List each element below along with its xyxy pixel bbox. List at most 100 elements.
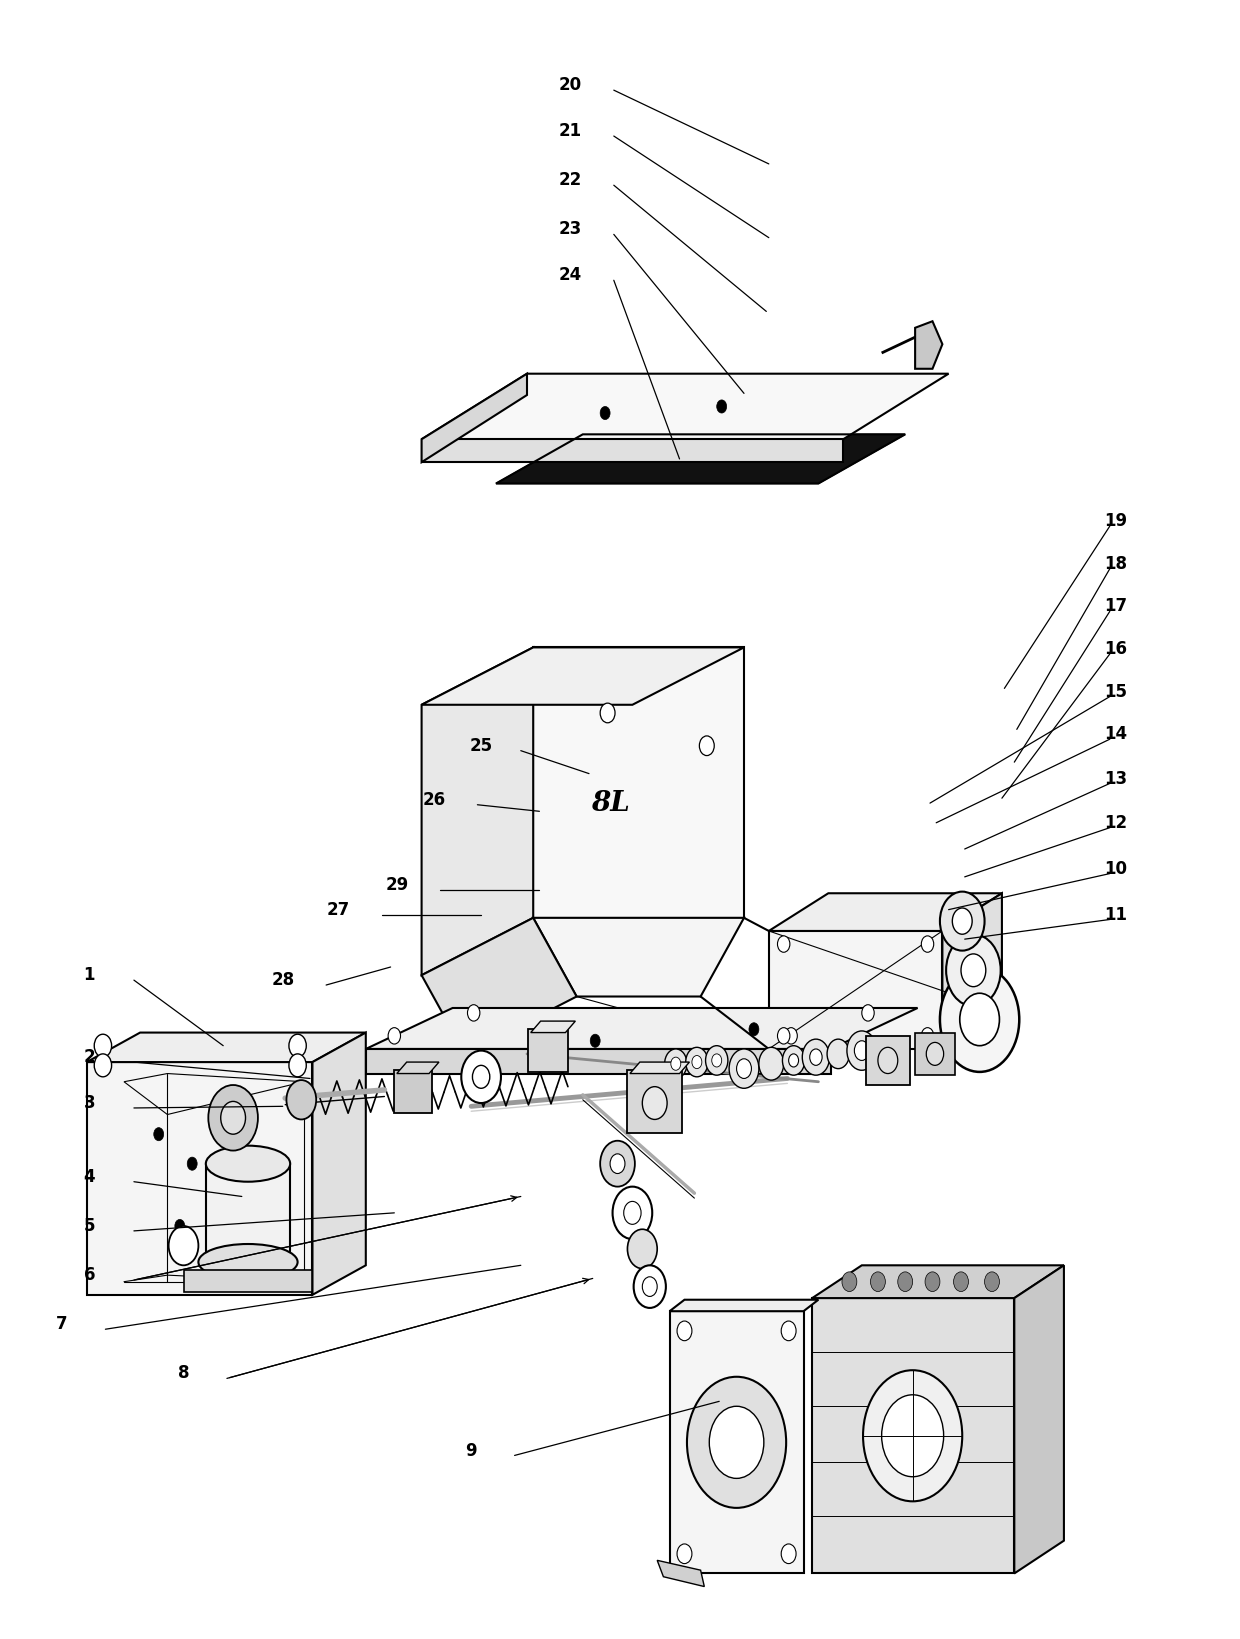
Text: 5: 5 [83,1218,95,1234]
Circle shape [781,1321,796,1341]
Circle shape [878,1047,898,1074]
Circle shape [712,1054,722,1067]
Circle shape [737,1059,751,1078]
Text: 20: 20 [559,77,582,93]
Text: 29: 29 [386,877,408,893]
Circle shape [785,1028,797,1044]
Circle shape [289,1034,306,1057]
Polygon shape [657,1560,704,1587]
Polygon shape [812,1265,1064,1298]
Polygon shape [769,893,1002,931]
Polygon shape [915,321,942,369]
Circle shape [671,1057,681,1070]
Circle shape [717,400,727,413]
Circle shape [600,703,615,723]
Circle shape [221,1101,246,1134]
Circle shape [613,1187,652,1239]
Polygon shape [531,1021,575,1033]
Text: 17: 17 [1105,598,1127,615]
Circle shape [842,1272,857,1292]
Circle shape [472,1065,490,1088]
Circle shape [677,1544,692,1564]
Polygon shape [422,439,843,462]
Circle shape [863,1370,962,1501]
Ellipse shape [206,1146,290,1182]
Circle shape [461,1051,501,1103]
Text: 3: 3 [83,1095,95,1111]
Circle shape [709,1406,764,1478]
Text: 18: 18 [1105,556,1127,572]
Circle shape [781,1544,796,1564]
Circle shape [940,892,985,951]
Circle shape [827,1039,849,1069]
Text: 28: 28 [272,972,294,988]
Text: 19: 19 [1105,513,1127,529]
Circle shape [940,967,1019,1072]
Circle shape [699,736,714,756]
Circle shape [642,1277,657,1296]
Circle shape [154,1128,164,1141]
Circle shape [624,1201,641,1224]
Circle shape [870,1272,885,1292]
Text: 4: 4 [83,1169,95,1185]
Circle shape [289,1054,306,1077]
Text: 15: 15 [1105,683,1127,700]
Circle shape [687,1377,786,1508]
Polygon shape [366,1049,831,1074]
Text: 7: 7 [56,1316,68,1333]
Circle shape [789,1054,799,1067]
Circle shape [590,1034,600,1047]
Circle shape [187,1157,197,1170]
Circle shape [729,1049,759,1088]
Text: 27: 27 [327,901,350,918]
Circle shape [882,1395,944,1477]
Circle shape [925,1272,940,1292]
Circle shape [206,1187,216,1200]
Circle shape [954,1272,968,1292]
Circle shape [208,1085,258,1151]
Circle shape [985,1272,999,1292]
FancyBboxPatch shape [528,1029,568,1072]
Ellipse shape [198,1244,298,1280]
Text: 26: 26 [423,792,445,808]
Circle shape [610,1154,625,1174]
Polygon shape [312,1033,366,1295]
Circle shape [960,993,999,1046]
Text: 23: 23 [559,221,582,238]
Polygon shape [206,1164,290,1262]
Text: 11: 11 [1105,906,1127,923]
Circle shape [627,1229,657,1269]
Text: 16: 16 [1105,641,1127,657]
Circle shape [692,1056,702,1069]
Polygon shape [87,1062,312,1295]
Circle shape [854,1041,869,1060]
Circle shape [600,406,610,420]
Circle shape [686,1047,708,1077]
FancyBboxPatch shape [394,1070,432,1113]
Polygon shape [670,1300,818,1311]
Circle shape [921,936,934,952]
Circle shape [749,1023,759,1036]
Polygon shape [942,893,1002,1049]
Circle shape [926,1042,944,1065]
Circle shape [175,1219,185,1233]
FancyBboxPatch shape [627,1070,682,1133]
Text: 10: 10 [1105,860,1127,877]
Circle shape [952,908,972,934]
Text: 12: 12 [1105,815,1127,831]
Circle shape [642,1087,667,1119]
Circle shape [286,1080,316,1119]
Circle shape [759,1047,784,1080]
Text: 22: 22 [559,172,582,188]
Circle shape [898,1272,913,1292]
Circle shape [600,1141,635,1187]
Polygon shape [769,931,942,1049]
Text: 6: 6 [83,1267,95,1283]
Circle shape [777,936,790,952]
Polygon shape [184,1270,312,1292]
Polygon shape [397,1062,439,1074]
Text: 2: 2 [83,1049,95,1065]
Circle shape [169,1226,198,1265]
Text: 1: 1 [83,967,95,983]
Circle shape [802,1039,830,1075]
